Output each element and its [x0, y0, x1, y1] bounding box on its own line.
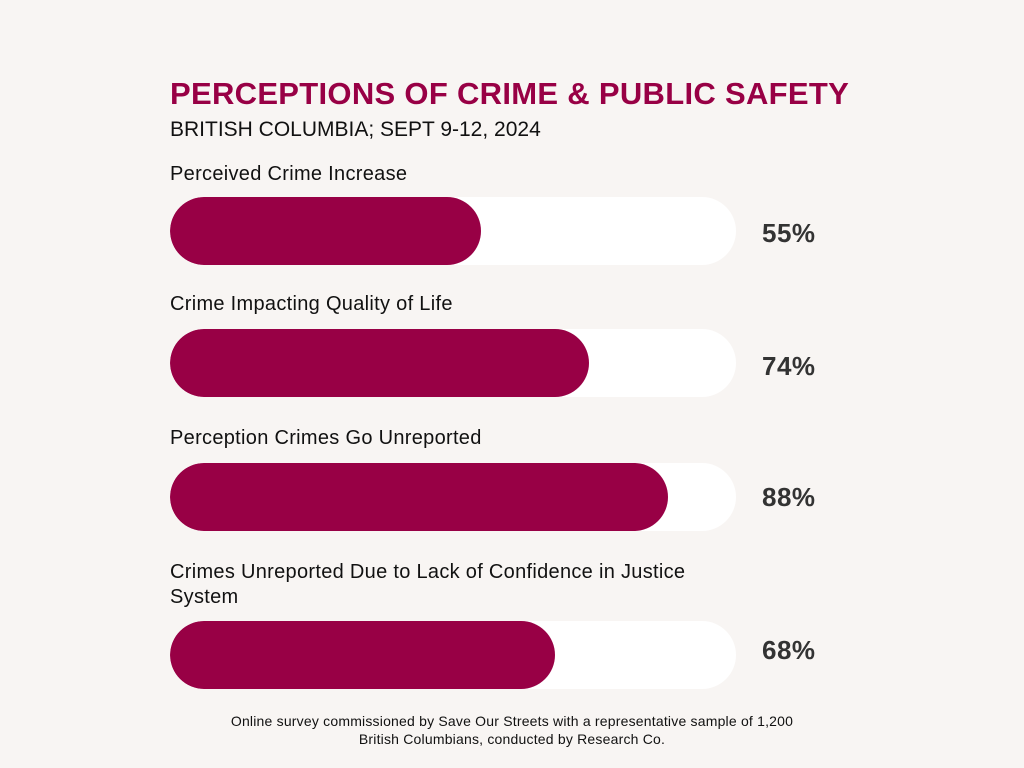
bar-track-1: [170, 197, 736, 265]
bar-label-2: Crime Impacting Quality of Life: [170, 293, 453, 315]
bar-value-1: 55%: [762, 218, 816, 248]
footnote-line-1: Online survey commissioned by Save Our S…: [230, 713, 794, 729]
footnote: Online survey commissioned by Save Our S…: [0, 712, 1024, 748]
bar-fill-2: [170, 329, 589, 397]
bar-fill-4: [170, 621, 555, 689]
bar-label-4: Crimes Unreported Due to Lack of Confide…: [170, 561, 686, 608]
bar-track-4: [170, 621, 736, 689]
chart-title: PERCEPTIONS OF CRIME & PUBLIC SAFETY: [170, 76, 850, 111]
bar-value-4: 68%: [762, 635, 816, 665]
bar-track-3: [170, 463, 736, 531]
bar-label-3: Perception Crimes Go Unreported: [170, 427, 482, 449]
bar-value-3: 88%: [762, 482, 816, 512]
bar-value-2: 74%: [762, 351, 816, 381]
bar-fill-1: [170, 197, 482, 265]
bar-label-1: Perceived Crime Increase: [170, 163, 408, 185]
footnote-line-2: British Columbians, conducted by Researc…: [358, 731, 666, 747]
bar-fill-3: [170, 463, 669, 531]
bar-track-2: [170, 329, 736, 397]
chart-subtitle: BRITISH COLUMBIA; SEPT 9-12, 2024: [170, 118, 541, 141]
